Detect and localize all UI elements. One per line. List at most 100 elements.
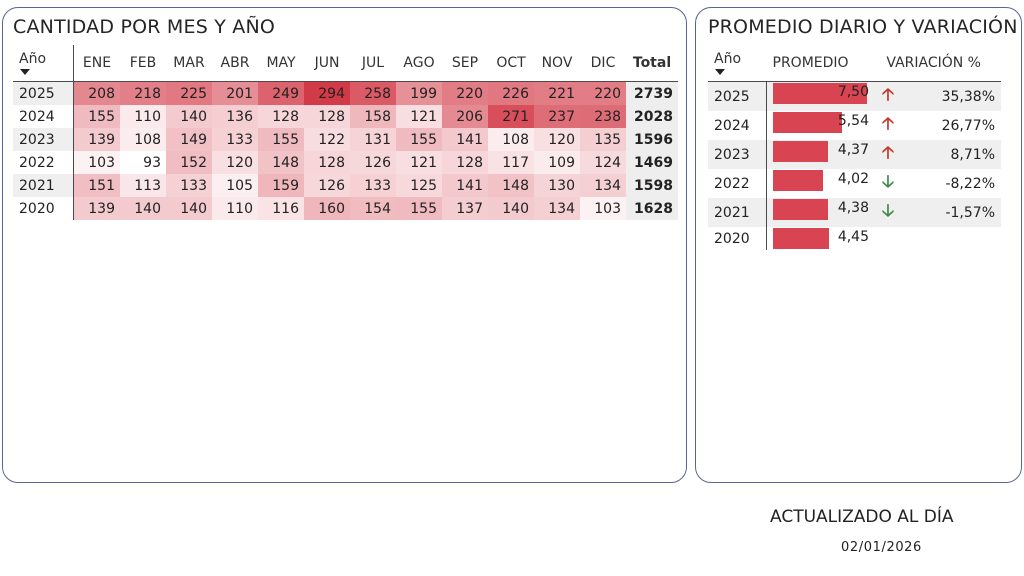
matrix-cell[interactable]: 128 bbox=[304, 105, 350, 128]
month-header-dic[interactable]: DIC bbox=[590, 55, 616, 71]
avg-row-year[interactable]: 2024 bbox=[708, 111, 767, 140]
matrix-cell[interactable]: 110 bbox=[120, 105, 166, 128]
matrix-cell[interactable]: 126 bbox=[350, 151, 396, 174]
matrix-cell[interactable]: 108 bbox=[120, 128, 166, 151]
promedio-cell[interactable]: 4,37 bbox=[766, 140, 871, 169]
matrix-cell[interactable]: 160 bbox=[304, 197, 350, 220]
matrix-cell[interactable]: 154 bbox=[350, 197, 396, 220]
promedio-column-header[interactable]: PROMEDIO bbox=[772, 55, 849, 71]
variacion-cell[interactable]: -1,57% bbox=[905, 198, 1001, 227]
variacion-cell[interactable]: 26,77% bbox=[941, 117, 995, 134]
matrix-cell[interactable]: 208 bbox=[73, 81, 120, 105]
month-header-nov[interactable]: NOV bbox=[541, 55, 573, 71]
matrix-cell[interactable]: 271 bbox=[488, 105, 534, 128]
matrix-cell[interactable]: 121 bbox=[396, 151, 442, 174]
row-year-label[interactable]: 2023 bbox=[13, 128, 74, 151]
matrix-cell[interactable]: 117 bbox=[488, 151, 534, 174]
month-header-ago[interactable]: AGO bbox=[403, 55, 435, 71]
row-year-label[interactable]: 2020 bbox=[13, 197, 74, 220]
matrix-cell[interactable]: 141 bbox=[442, 128, 488, 151]
row-year-label[interactable]: 2021 bbox=[13, 174, 74, 197]
matrix-cell[interactable]: 125 bbox=[396, 174, 442, 197]
matrix-cell[interactable]: 139 bbox=[73, 128, 120, 151]
avg-row-year[interactable]: 2022 bbox=[708, 169, 767, 198]
matrix-cell[interactable]: 151 bbox=[73, 174, 120, 197]
matrix-cell[interactable]: 126 bbox=[304, 174, 350, 197]
variacion-cell[interactable]: 8,71% bbox=[905, 140, 1001, 169]
matrix-cell[interactable]: 148 bbox=[258, 151, 304, 174]
matrix-cell[interactable]: 140 bbox=[166, 197, 212, 220]
matrix-cell[interactable]: 110 bbox=[212, 197, 258, 220]
matrix-cell[interactable]: 140 bbox=[120, 197, 166, 220]
avg-row-year[interactable]: 2021 bbox=[708, 198, 767, 227]
matrix-cell[interactable]: 120 bbox=[212, 151, 258, 174]
matrix-cell[interactable]: 134 bbox=[534, 197, 580, 220]
variacion-column-header[interactable]: VARIACIÓN % bbox=[886, 55, 981, 71]
matrix-cell[interactable]: 141 bbox=[442, 174, 488, 197]
matrix-cell[interactable]: 152 bbox=[166, 151, 212, 174]
matrix-cell[interactable]: 237 bbox=[534, 105, 580, 128]
promedio-cell[interactable]: 4,38 bbox=[766, 198, 871, 227]
matrix-cell[interactable]: 155 bbox=[258, 128, 304, 151]
matrix-cell[interactable]: 155 bbox=[396, 128, 442, 151]
matrix-cell[interactable]: 134 bbox=[580, 174, 626, 197]
month-header-oct[interactable]: OCT bbox=[496, 55, 526, 71]
matrix-cell[interactable]: 137 bbox=[442, 197, 488, 220]
matrix-cell[interactable]: 149 bbox=[166, 128, 212, 151]
matrix-cell[interactable]: 199 bbox=[396, 81, 442, 105]
row-year-label[interactable]: 2022 bbox=[13, 151, 74, 174]
matrix-cell[interactable]: 103 bbox=[580, 197, 626, 220]
matrix-cell[interactable]: 258 bbox=[350, 81, 396, 105]
matrix-cell[interactable]: 155 bbox=[73, 105, 120, 128]
sort-descending-icon[interactable] bbox=[20, 69, 30, 75]
row-total[interactable]: 2028 bbox=[626, 105, 678, 128]
matrix-cell[interactable]: 249 bbox=[258, 81, 304, 105]
month-header-feb[interactable]: FEB bbox=[129, 55, 157, 71]
matrix-cell[interactable]: 136 bbox=[212, 105, 258, 128]
matrix-cell[interactable]: 122 bbox=[304, 128, 350, 151]
avg-sort-descending-icon[interactable] bbox=[715, 69, 725, 75]
row-total[interactable]: 1628 bbox=[626, 197, 678, 220]
matrix-cell[interactable]: 130 bbox=[534, 174, 580, 197]
avg-year-column-header[interactable]: Año bbox=[708, 45, 767, 82]
month-header-jun[interactable]: JUN bbox=[314, 55, 340, 71]
matrix-cell[interactable]: 139 bbox=[73, 197, 120, 220]
promedio-cell[interactable]: 7,50 bbox=[766, 81, 871, 111]
avg-row-year[interactable]: 2023 bbox=[708, 140, 767, 169]
matrix-cell[interactable]: 93 bbox=[120, 151, 166, 174]
matrix-cell[interactable]: 133 bbox=[212, 128, 258, 151]
matrix-cell[interactable]: 201 bbox=[212, 81, 258, 105]
matrix-cell[interactable]: 105 bbox=[212, 174, 258, 197]
matrix-cell[interactable]: 128 bbox=[258, 105, 304, 128]
matrix-cell[interactable]: 155 bbox=[396, 197, 442, 220]
matrix-cell[interactable]: 225 bbox=[166, 81, 212, 105]
month-header-ene[interactable]: ENE bbox=[82, 55, 112, 71]
variacion-cell[interactable]: 35,38% bbox=[905, 81, 1001, 111]
matrix-cell[interactable]: 140 bbox=[488, 197, 534, 220]
avg-row-year[interactable]: 2020 bbox=[708, 227, 767, 250]
matrix-cell[interactable]: 109 bbox=[534, 151, 580, 174]
matrix-cell[interactable]: 133 bbox=[350, 174, 396, 197]
matrix-cell[interactable]: 294 bbox=[304, 81, 350, 105]
row-year-label[interactable]: 2025 bbox=[13, 81, 74, 105]
matrix-cell[interactable]: 133 bbox=[166, 174, 212, 197]
matrix-cell[interactable]: 116 bbox=[258, 197, 304, 220]
row-total[interactable]: 1596 bbox=[626, 128, 678, 151]
matrix-cell[interactable]: 226 bbox=[488, 81, 534, 105]
matrix-cell[interactable]: 159 bbox=[258, 174, 304, 197]
promedio-cell[interactable]: 4,45 bbox=[767, 227, 872, 250]
matrix-cell[interactable]: 124 bbox=[580, 151, 626, 174]
row-total[interactable]: 1598 bbox=[626, 174, 678, 197]
matrix-cell[interactable]: 135 bbox=[580, 128, 626, 151]
avg-row-year[interactable]: 2025 bbox=[708, 81, 767, 111]
matrix-cell[interactable]: 220 bbox=[580, 81, 626, 105]
matrix-cell[interactable]: 158 bbox=[350, 105, 396, 128]
matrix-cell[interactable]: 103 bbox=[73, 151, 120, 174]
month-header-abr[interactable]: ABR bbox=[220, 55, 250, 71]
row-year-label[interactable]: 2024 bbox=[13, 105, 74, 128]
variacion-cell[interactable] bbox=[905, 227, 1001, 250]
month-header-may[interactable]: MAY bbox=[266, 55, 296, 71]
month-header-jul[interactable]: JUL bbox=[361, 55, 385, 71]
matrix-cell[interactable]: 131 bbox=[350, 128, 396, 151]
matrix-cell[interactable]: 220 bbox=[442, 81, 488, 105]
